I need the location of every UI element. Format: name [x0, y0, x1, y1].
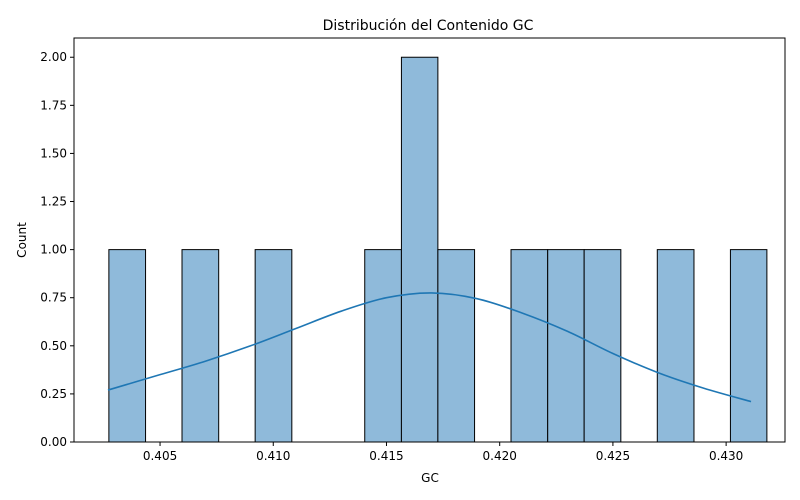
y-tick-label: 1.25	[40, 195, 67, 209]
histogram-bar-6	[510, 249, 549, 443]
histogram-bar-9	[656, 249, 695, 443]
kde-curve	[107, 292, 752, 403]
y-tick-label: 0.00	[40, 435, 67, 449]
histogram-bar-3	[364, 249, 402, 443]
histogram-bar-10	[729, 249, 768, 443]
y-axis-label: Count	[15, 222, 29, 258]
bars-layer	[108, 56, 768, 443]
x-tick-label: 0.425	[596, 449, 630, 463]
x-tick-label: 0.430	[709, 449, 743, 463]
y-tick-label: 1.50	[40, 146, 67, 160]
y-tick-label: 0.75	[40, 291, 67, 305]
histogram-bar-1	[181, 249, 220, 443]
x-tick-label: 0.420	[483, 449, 517, 463]
y-tick-label: 0.25	[40, 387, 67, 401]
x-tick-label: 0.405	[143, 449, 177, 463]
histogram-bar-5	[437, 249, 476, 443]
plot-frame	[73, 37, 786, 443]
y-tick-label: 2.00	[40, 50, 67, 64]
histogram-bar-7	[547, 249, 585, 443]
histogram-bar-8	[583, 249, 622, 443]
x-tick-label: 0.415	[369, 449, 403, 463]
y-tick-label: 1.00	[40, 243, 67, 257]
y-tick-label: 0.50	[40, 339, 67, 353]
chart-title: Distribución del Contenido GC	[323, 18, 534, 34]
x-tick-label: 0.410	[256, 449, 290, 463]
histogram-bar-4	[400, 56, 439, 443]
histogram-bar-0	[108, 249, 147, 443]
axes-layer: 0.405 0.410 0.415 0.420 0.425 0.430 0.00 0.25 0.…	[40, 37, 786, 463]
y-tick-label: 1.75	[40, 98, 67, 112]
x-axis-label: GC	[421, 471, 439, 485]
histogram-bar-2	[254, 249, 293, 443]
kde-layer	[107, 292, 752, 403]
